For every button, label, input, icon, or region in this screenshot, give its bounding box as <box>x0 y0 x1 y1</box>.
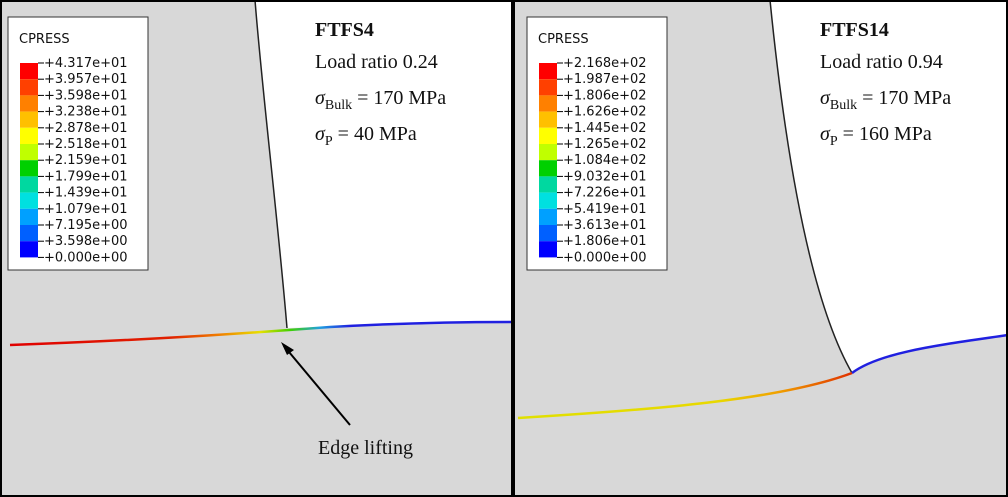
legend-swatch <box>20 63 38 79</box>
legend-swatch <box>20 225 38 241</box>
legend-swatch <box>20 160 38 176</box>
legend-label: +3.598e+01 <box>44 88 128 103</box>
legend-label: +1.079e+01 <box>44 202 128 217</box>
legend-swatch <box>20 176 38 192</box>
legend-label: +4.317e+01 <box>44 56 128 71</box>
legend-swatch <box>20 193 38 209</box>
load-ratio: Load ratio 0.24 <box>315 51 438 73</box>
legend-swatch <box>539 95 557 111</box>
legend-swatch <box>20 79 38 95</box>
legend-label: +1.799e+01 <box>44 169 128 184</box>
panel-title: FTFS14 <box>820 19 889 41</box>
subscript: P <box>325 134 333 149</box>
white-region <box>255 0 512 328</box>
legend-swatch <box>539 241 557 257</box>
legend-label: +7.226e+01 <box>563 186 647 201</box>
legend-title: CPRESS <box>19 32 70 47</box>
value: = 40 MPa <box>333 123 417 145</box>
legend-label: +2.518e+01 <box>44 137 128 152</box>
legend-label: +0.000e+00 <box>563 250 647 265</box>
legend-label: +7.195e+00 <box>44 218 128 233</box>
panel-title: FTFS4 <box>315 19 374 41</box>
legend-label: +3.238e+01 <box>44 105 128 120</box>
figure: Edge lifting CPRESS+4.317e+01+3.957e+01+… <box>0 0 1008 497</box>
legend-label: +1.626e+02 <box>563 105 647 120</box>
legend-label: +1.439e+01 <box>44 186 128 201</box>
legend-swatch <box>539 193 557 209</box>
legend-label: +3.957e+01 <box>44 72 128 87</box>
value: = 170 MPa <box>352 87 446 109</box>
legend-label: +1.084e+02 <box>563 153 647 168</box>
legend-label: +2.159e+01 <box>44 153 128 168</box>
subscript: Bulk <box>325 98 352 113</box>
legend-swatch <box>539 79 557 95</box>
legend-swatch <box>539 225 557 241</box>
legend-label: +1.987e+02 <box>563 72 647 87</box>
legend-swatch <box>20 112 38 128</box>
legend-swatch <box>539 63 557 79</box>
legend-label: +3.613e+01 <box>563 218 647 233</box>
legend-swatch <box>20 128 38 144</box>
legend-label: +2.168e+02 <box>563 56 647 71</box>
legend-label: +0.000e+00 <box>44 250 128 265</box>
legend-swatch <box>539 112 557 128</box>
legend-swatch <box>20 95 38 111</box>
legend-label: +1.806e+01 <box>563 234 647 249</box>
legend-label: +5.419e+01 <box>563 202 647 217</box>
legend-label: +1.265e+02 <box>563 137 647 152</box>
legend-label: +9.032e+01 <box>563 169 647 184</box>
legend-swatch <box>20 241 38 257</box>
subscript: P <box>830 134 838 149</box>
legend-swatch <box>539 176 557 192</box>
value: = 170 MPa <box>857 87 951 109</box>
subscript: Bulk <box>830 98 857 113</box>
legend-label: +1.445e+02 <box>563 121 647 136</box>
legend-swatch <box>20 209 38 225</box>
legend-swatch <box>20 144 38 160</box>
legend-swatch <box>539 128 557 144</box>
legend-swatch <box>539 160 557 176</box>
legend-label: +1.806e+02 <box>563 88 647 103</box>
annotation: Edge lifting <box>318 437 413 459</box>
legend-label: +3.598e+00 <box>44 234 128 249</box>
value: = 160 MPa <box>838 123 932 145</box>
legend-label: +2.878e+01 <box>44 121 128 136</box>
legend-swatch <box>539 144 557 160</box>
legend-title: CPRESS <box>538 32 589 47</box>
legend-swatch <box>539 209 557 225</box>
load-ratio: Load ratio 0.94 <box>820 51 943 73</box>
